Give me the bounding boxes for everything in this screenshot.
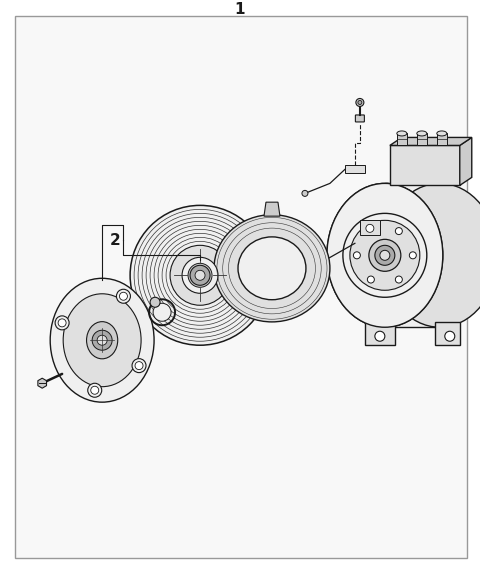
Circle shape bbox=[375, 245, 395, 265]
Circle shape bbox=[117, 289, 131, 303]
Circle shape bbox=[366, 225, 374, 233]
Polygon shape bbox=[38, 378, 47, 388]
Circle shape bbox=[91, 386, 99, 394]
Circle shape bbox=[135, 361, 143, 369]
Circle shape bbox=[188, 263, 212, 287]
FancyBboxPatch shape bbox=[355, 115, 364, 122]
Polygon shape bbox=[264, 202, 280, 216]
Circle shape bbox=[350, 221, 420, 290]
Circle shape bbox=[369, 239, 401, 271]
Circle shape bbox=[353, 252, 360, 259]
Circle shape bbox=[182, 257, 218, 294]
Circle shape bbox=[97, 335, 107, 345]
Circle shape bbox=[380, 250, 390, 260]
Circle shape bbox=[396, 227, 402, 235]
Bar bbox=[437, 133, 447, 145]
Text: 2: 2 bbox=[110, 233, 120, 248]
Circle shape bbox=[132, 359, 146, 373]
Ellipse shape bbox=[417, 131, 427, 136]
Bar bbox=[390, 145, 460, 185]
Circle shape bbox=[92, 330, 112, 350]
Ellipse shape bbox=[397, 131, 407, 136]
Polygon shape bbox=[385, 184, 440, 327]
Polygon shape bbox=[435, 322, 460, 345]
Ellipse shape bbox=[63, 294, 141, 386]
Circle shape bbox=[445, 331, 455, 341]
Circle shape bbox=[375, 331, 385, 341]
Polygon shape bbox=[390, 137, 472, 145]
Circle shape bbox=[396, 276, 402, 283]
Circle shape bbox=[356, 99, 364, 107]
Ellipse shape bbox=[437, 131, 447, 136]
Polygon shape bbox=[460, 137, 472, 185]
Ellipse shape bbox=[238, 237, 306, 300]
Ellipse shape bbox=[382, 184, 480, 327]
Circle shape bbox=[170, 245, 230, 306]
Ellipse shape bbox=[327, 184, 443, 327]
Ellipse shape bbox=[327, 184, 443, 327]
Circle shape bbox=[367, 227, 374, 235]
Circle shape bbox=[190, 265, 210, 286]
Ellipse shape bbox=[214, 215, 330, 322]
Circle shape bbox=[153, 303, 171, 321]
Circle shape bbox=[130, 205, 270, 345]
Polygon shape bbox=[365, 322, 395, 345]
Circle shape bbox=[409, 252, 416, 259]
Circle shape bbox=[55, 316, 69, 330]
Circle shape bbox=[195, 270, 205, 280]
Bar bbox=[360, 221, 380, 235]
Circle shape bbox=[302, 190, 308, 197]
Circle shape bbox=[291, 267, 299, 274]
Circle shape bbox=[58, 319, 66, 327]
Circle shape bbox=[150, 298, 160, 307]
Circle shape bbox=[88, 383, 102, 397]
Bar bbox=[397, 133, 407, 145]
Text: 1: 1 bbox=[235, 2, 245, 17]
Circle shape bbox=[367, 276, 374, 283]
Circle shape bbox=[120, 292, 127, 300]
Ellipse shape bbox=[50, 278, 154, 402]
Polygon shape bbox=[345, 165, 365, 173]
Circle shape bbox=[343, 213, 427, 298]
Circle shape bbox=[358, 100, 362, 104]
Ellipse shape bbox=[86, 321, 118, 359]
Bar bbox=[417, 133, 427, 145]
